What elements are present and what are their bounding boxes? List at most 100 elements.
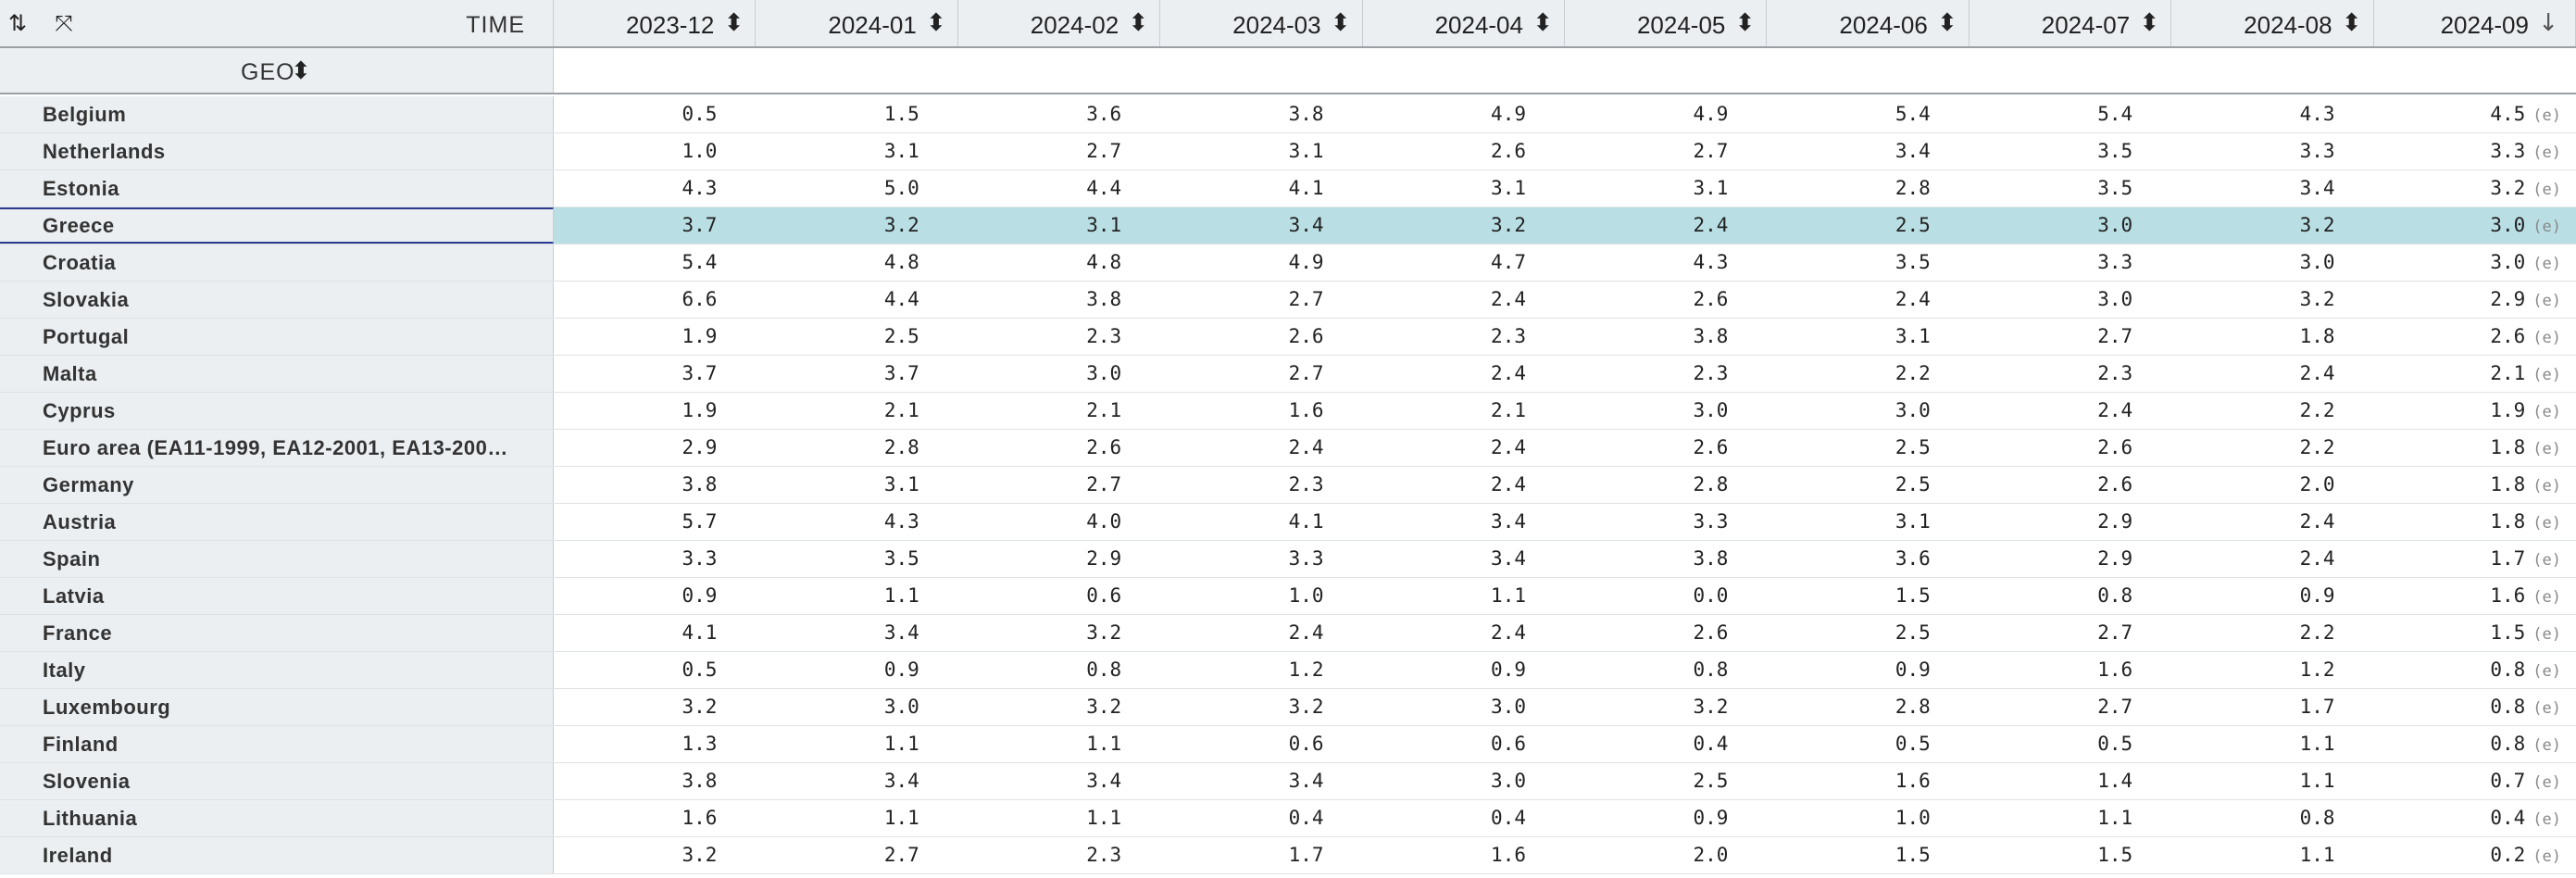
column-header-2024-06[interactable]: 2024-06 ⬍ <box>1767 0 1970 46</box>
table-cell[interactable]: 2.1 <box>1363 393 1526 429</box>
row-header-geo[interactable]: Slovenia <box>0 763 554 799</box>
table-cell[interactable]: 1.0 <box>1767 800 1931 836</box>
table-cell[interactable]: 3.1 <box>1767 504 1931 540</box>
table-cell[interactable]: 1.9 <box>554 393 717 429</box>
table-cell[interactable]: 1.1 <box>958 800 1121 836</box>
table-cell[interactable]: 2.9 <box>554 430 717 466</box>
row-header-geo[interactable]: Spain <box>0 541 554 577</box>
column-header-2024-08[interactable]: 2024-08 ⬍ <box>2171 0 2374 46</box>
table-cell[interactable]: 4.5 (e) <box>2374 96 2561 132</box>
table-row[interactable]: Slovenia 3.8 3.4 3.4 3.4 3.0 2.5 1.6 1.4 1.1 0.7 (e… <box>0 763 2576 800</box>
table-cell[interactable]: 2.5 <box>1767 207 1931 244</box>
table-row[interactable]: Cyprus 1.9 2.1 2.1 1.6 2.1 3.0 3.0 2.4 2.2 1.9 (e) <box>0 393 2576 430</box>
table-cell[interactable]: 1.1 <box>2171 837 2335 873</box>
table-row[interactable]: Portugal 1.9 2.5 2.3 2.6 2.3 3.8 3.1 2.7 1.8 2.6 (e… <box>0 319 2576 356</box>
table-cell[interactable]: 3.0 (e) <box>2374 207 2561 244</box>
table-cell[interactable]: 3.1 <box>1767 319 1931 355</box>
table-cell[interactable]: 4.0 <box>958 504 1121 540</box>
table-cell[interactable]: 3.8 <box>1565 541 1728 577</box>
row-header-geo[interactable]: Greece <box>0 207 554 244</box>
table-cell[interactable]: 1.8 (e) <box>2374 504 2561 540</box>
table-cell[interactable]: 3.8 <box>554 467 717 503</box>
row-header-geo[interactable]: Austria <box>0 504 554 540</box>
table-cell[interactable]: 2.8 <box>1565 467 1728 503</box>
table-row[interactable]: Netherlands 1.0 3.1 2.7 3.1 2.6 2.7 3.4 3.5 3.3 3.… <box>0 133 2576 170</box>
table-cell[interactable]: 3.2 <box>1565 689 1728 725</box>
table-cell[interactable]: 3.0 <box>756 689 919 725</box>
table-cell[interactable]: 3.1 <box>756 467 919 503</box>
column-header-2024-05[interactable]: 2024-05 ⬍ <box>1565 0 1768 46</box>
row-header-geo[interactable]: Estonia <box>0 170 554 207</box>
table-row[interactable]: Malta 3.7 3.7 3.0 2.7 2.4 2.3 2.2 2.3 2.4 2.1 (e) <box>0 356 2576 393</box>
table-cell[interactable]: 2.5 <box>756 319 919 355</box>
table-cell[interactable]: 3.7 <box>554 356 717 392</box>
table-cell[interactable]: 2.2 <box>1767 356 1931 392</box>
column-header-2024-03[interactable]: 2024-03 ⬍ <box>1160 0 1363 46</box>
table-cell[interactable]: 3.0 <box>1970 282 2132 318</box>
table-cell[interactable]: 2.9 <box>1970 541 2132 577</box>
table-cell[interactable]: 3.7 <box>756 356 919 392</box>
table-cell[interactable]: 1.6 <box>1160 393 1324 429</box>
table-cell[interactable]: 1.6 (e) <box>2374 578 2561 614</box>
table-cell[interactable]: 3.1 <box>1363 170 1526 207</box>
row-header-geo[interactable]: Italy <box>0 652 554 688</box>
table-cell[interactable]: 3.5 <box>1970 133 2132 169</box>
table-cell[interactable]: 2.7 <box>1970 689 2132 725</box>
expand-icon[interactable]: ⤧ <box>55 10 73 36</box>
table-row[interactable]: France 4.1 3.4 3.2 2.4 2.4 2.6 2.5 2.7 2.2 1.5 (e) <box>0 615 2576 652</box>
table-cell[interactable]: 1.4 <box>1970 763 2132 799</box>
table-row[interactable]: Greece 3.7 3.2 3.1 3.4 3.2 2.4 2.5 3.0 3.2 3.0 (e) <box>0 207 2576 245</box>
table-cell[interactable]: 4.7 <box>1363 245 1526 281</box>
table-row[interactable]: Finland 1.3 1.1 1.1 0.6 0.6 0.4 0.5 0.5 1.1 0.8 (e) <box>0 726 2576 763</box>
sort-icon[interactable]: ⬍ <box>2139 9 2160 37</box>
table-row[interactable]: Ireland 3.2 2.7 2.3 1.7 1.6 2.0 1.5 1.5 1.1 0.2 (e) <box>0 837 2576 874</box>
table-cell[interactable]: 3.8 <box>958 282 1121 318</box>
table-cell[interactable]: 3.2 <box>756 207 919 244</box>
row-header-geo[interactable]: Ireland <box>0 837 554 873</box>
table-cell[interactable]: 3.0 <box>1767 393 1931 429</box>
sort-icon[interactable]: ⬍ <box>1532 9 1553 37</box>
table-cell[interactable]: 2.1 <box>958 393 1121 429</box>
table-cell[interactable]: 3.0 <box>1363 689 1526 725</box>
table-cell[interactable]: 3.1 <box>1565 170 1728 207</box>
table-cell[interactable]: 4.4 <box>756 282 919 318</box>
table-cell[interactable]: 3.4 <box>1767 133 1931 169</box>
table-cell[interactable]: 3.4 <box>1160 207 1324 244</box>
table-cell[interactable]: 1.6 <box>1767 763 1931 799</box>
table-cell[interactable]: 4.1 <box>1160 504 1324 540</box>
table-cell[interactable]: 3.1 <box>1160 133 1324 169</box>
column-header-2024-04[interactable]: 2024-04 ⬍ <box>1363 0 1565 46</box>
table-cell[interactable]: 2.6 <box>1565 615 1728 651</box>
sort-icon[interactable]: ⬍ <box>925 9 946 37</box>
table-cell[interactable]: 1.5 <box>756 96 919 132</box>
table-cell[interactable]: 2.7 <box>1970 319 2132 355</box>
table-cell[interactable]: 1.8 <box>2171 319 2335 355</box>
table-cell[interactable]: 3.4 <box>756 615 919 651</box>
table-cell[interactable]: 3.4 <box>958 763 1121 799</box>
table-row[interactable]: Luxembourg 3.2 3.0 3.2 3.2 3.0 3.2 2.8 2.7 1.7 0.8… <box>0 689 2576 726</box>
table-cell[interactable]: 3.2 <box>554 837 717 873</box>
table-cell[interactable]: 1.5 (e) <box>2374 615 2561 651</box>
table-cell[interactable]: 5.0 <box>756 170 919 207</box>
table-cell[interactable]: 2.2 <box>2171 430 2335 466</box>
table-cell[interactable]: 4.1 <box>1160 170 1324 207</box>
table-cell[interactable]: 2.3 <box>958 837 1121 873</box>
table-cell[interactable]: 3.8 <box>554 763 717 799</box>
table-cell[interactable]: 0.8 <box>1970 578 2132 614</box>
table-cell[interactable]: 0.6 <box>1363 726 1526 762</box>
table-row[interactable]: Italy 0.5 0.9 0.8 1.2 0.9 0.8 0.9 1.6 1.2 0.8 (e) <box>0 652 2576 689</box>
table-cell[interactable]: 1.6 <box>1970 652 2132 688</box>
table-cell[interactable]: 3.0 <box>958 356 1121 392</box>
table-cell[interactable]: 3.6 <box>958 96 1121 132</box>
table-row[interactable]: Austria 5.7 4.3 4.0 4.1 3.4 3.3 3.1 2.9 2.4 1.8 (e) <box>0 504 2576 541</box>
table-cell[interactable]: 3.3 <box>2171 133 2335 169</box>
table-cell[interactable]: 3.3 <box>554 541 717 577</box>
table-cell[interactable]: 3.2 <box>958 615 1121 651</box>
table-cell[interactable]: 3.7 <box>554 207 717 244</box>
table-cell[interactable]: 3.5 <box>756 541 919 577</box>
table-cell[interactable]: 2.8 <box>1767 689 1931 725</box>
table-cell[interactable]: 2.4 <box>2171 356 2335 392</box>
table-cell[interactable]: 2.5 <box>1767 615 1931 651</box>
table-cell[interactable]: 2.3 <box>1565 356 1728 392</box>
column-header-2024-02[interactable]: 2024-02 ⬍ <box>958 0 1161 46</box>
